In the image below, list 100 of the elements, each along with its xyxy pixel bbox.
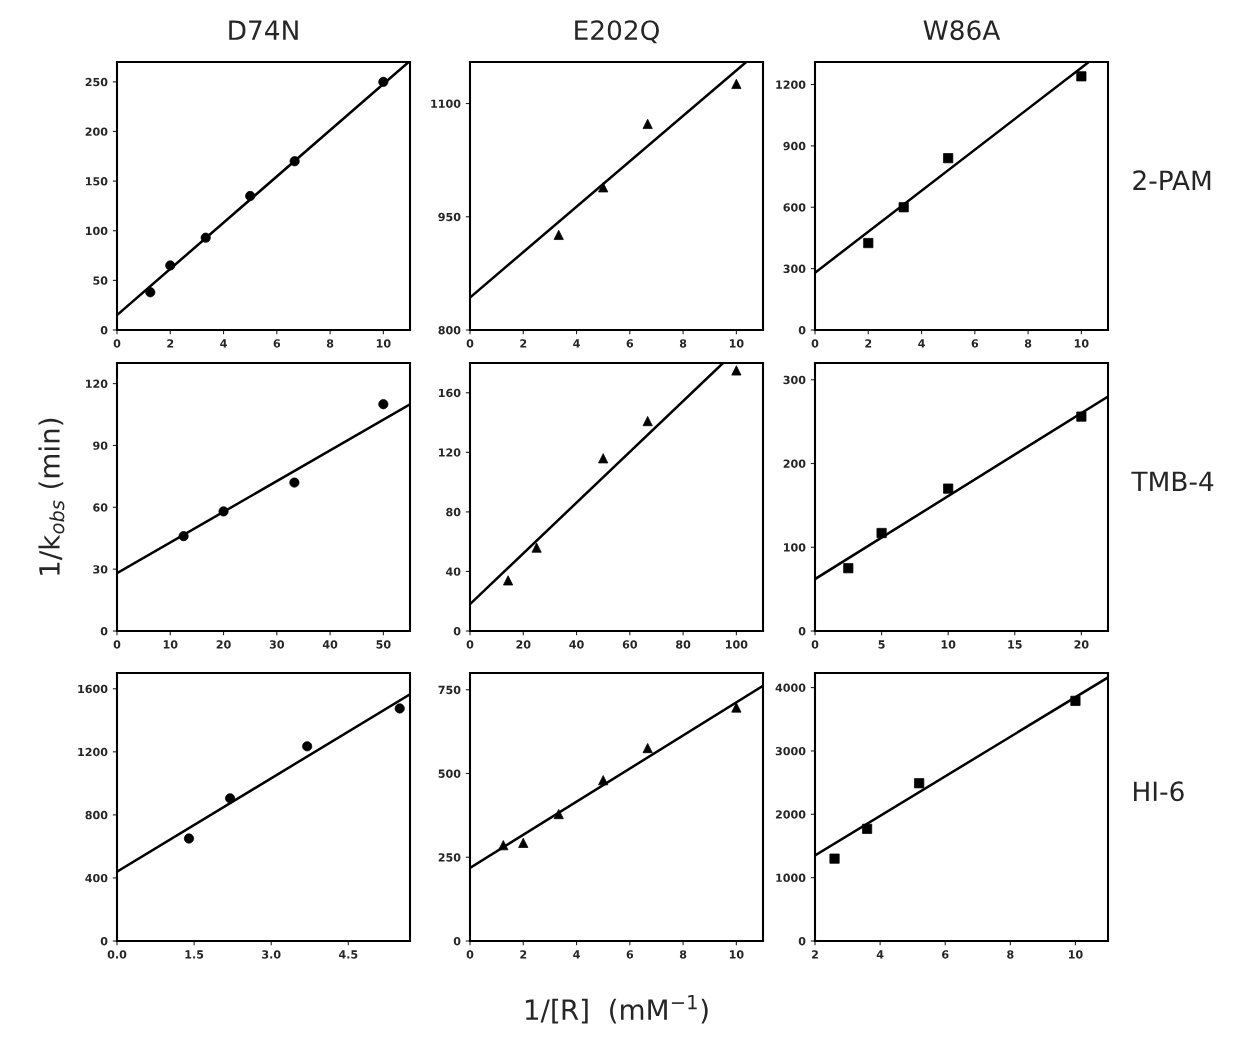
- y-tick-label: 80: [446, 507, 461, 517]
- x-tick-label: 0.0: [107, 950, 127, 959]
- y-tick-label: 120: [86, 379, 108, 388]
- y-tick-label: 1000: [776, 873, 806, 883]
- y-tick-label: 0: [798, 936, 806, 946]
- x-tick-label: 6: [626, 950, 634, 959]
- x-tick-label: 10: [1068, 950, 1083, 959]
- y-tick-label: 2000: [775, 810, 806, 819]
- chart-title: D74N: [229, 20, 298, 40]
- y-tick-label: 100: [86, 226, 108, 236]
- x-tick-label: 6: [626, 339, 634, 348]
- x-tick-label: 4: [876, 950, 884, 959]
- y-tick-label: 0: [453, 936, 461, 946]
- x-tick-label: 2: [865, 339, 872, 348]
- x-tick-label: 100: [726, 640, 748, 649]
- x-tick-label: 4.5: [338, 950, 358, 959]
- x-tick-label: 80: [676, 640, 691, 649]
- x-tick-label: 0: [466, 339, 474, 348]
- x-tick-label: 0: [466, 950, 474, 959]
- x-tick-label: 15: [1008, 640, 1022, 649]
- y-tick-label: 40: [446, 567, 461, 576]
- chart-title: E202Q: [575, 20, 659, 44]
- x-tick-label: 0: [811, 339, 819, 348]
- text: TMB-4: [1131, 471, 1214, 491]
- y-tick-label: 30: [93, 565, 108, 574]
- x-tick-label: 10: [1074, 339, 1089, 348]
- y-tick-label: 800: [438, 325, 461, 335]
- x-tick-label: 10: [729, 950, 744, 959]
- y-tick-label: 600: [783, 203, 806, 212]
- x-tick-label: 4: [918, 339, 925, 348]
- y-tick-label: 750: [438, 685, 461, 695]
- y-tick-label: 1200: [776, 80, 806, 89]
- x-tick-label: 10: [941, 640, 956, 649]
- y-tick-label: 150: [86, 177, 108, 186]
- x-tick-label: 3.0: [262, 950, 281, 959]
- x-tick-label: 6: [942, 950, 949, 959]
- x-tick-label: 4: [573, 339, 580, 348]
- x-tick-label: 4: [220, 339, 227, 348]
- x-tick-label: 8: [679, 950, 687, 959]
- y-tick-label: 0: [100, 626, 108, 636]
- x-tick-label: 1.5: [185, 950, 204, 959]
- x-tick-label: 60: [622, 640, 638, 649]
- y-tick-label: 250: [85, 77, 108, 87]
- x-tick-label: 10: [163, 640, 178, 649]
- x-tick-label: 5: [878, 640, 885, 649]
- y-axis-title: 1/k$_{obs}$ (min): [38, 418, 65, 575]
- y-tick-label: 1600: [78, 684, 108, 694]
- x-tick-label: 4: [573, 950, 580, 959]
- x-tick-label: 8: [326, 339, 334, 348]
- y-tick-label: 4000: [775, 683, 806, 692]
- y-tick-label: 200: [85, 127, 108, 136]
- x-tick-label: 6: [273, 339, 281, 348]
- y-tick-label: 250: [438, 853, 461, 862]
- x-tick-label: 6: [971, 339, 979, 348]
- y-tick-label: 50: [93, 276, 108, 285]
- x-tick-label: 40: [569, 640, 584, 649]
- x-tick-label: 2: [520, 339, 527, 348]
- x-tick-label: 8: [1007, 950, 1014, 959]
- y-tick-label: 1200: [78, 747, 108, 757]
- x-tick-label: 30: [269, 640, 285, 649]
- x-tick-label: 0: [113, 640, 121, 649]
- y-tick-label: 160: [439, 388, 461, 398]
- y-tick-label: 400: [85, 873, 108, 883]
- x-tick-label: 10: [376, 339, 391, 348]
- x-tick-label: 0: [113, 339, 121, 348]
- y-tick-label: 60: [93, 503, 108, 512]
- y-tick-label: 500: [438, 769, 461, 778]
- y-tick-label: 800: [85, 810, 108, 820]
- x-tick-label: 2: [167, 339, 174, 348]
- x-tick-label: 20: [516, 640, 531, 649]
- text: 2-PAM: [1133, 170, 1211, 190]
- x-tick-label: 8: [1024, 339, 1032, 348]
- x-tick-label: 20: [1074, 640, 1089, 649]
- text: HI-6: [1134, 781, 1184, 802]
- y-tick-label: 1100: [431, 99, 461, 108]
- y-tick-label: 0: [798, 325, 806, 335]
- chart-title: W86A: [923, 20, 1001, 41]
- x-tick-label: 8: [679, 339, 687, 348]
- x-tick-label: 2: [812, 950, 818, 959]
- y-tick-label: 950: [438, 212, 461, 222]
- x-tick-label: 20: [216, 640, 231, 649]
- x-tick-label: 0: [811, 640, 819, 649]
- x-tick-label: 40: [322, 640, 338, 649]
- x-tick-label: 0: [466, 640, 474, 649]
- y-tick-label: 0: [100, 325, 108, 335]
- y-tick-label: 120: [439, 448, 461, 457]
- y-tick-label: 300: [783, 264, 806, 274]
- y-tick-label: 200: [783, 459, 806, 468]
- y-tick-label: 900: [783, 141, 806, 151]
- y-tick-label: 0: [453, 626, 461, 636]
- x-tick-label: 2: [520, 950, 527, 959]
- y-tick-label: 300: [783, 375, 806, 385]
- y-tick-label: 90: [93, 441, 108, 450]
- y-tick-label: 100: [784, 543, 806, 552]
- y-tick-label: 0: [100, 936, 108, 946]
- y-tick-label: 3000: [775, 746, 806, 756]
- x-tick-label: 50: [376, 640, 391, 649]
- x-tick-label: 10: [729, 339, 744, 348]
- y-tick-label: 0: [798, 626, 806, 636]
- x-axis-title: 1/[R] (mM$^{−1}$): [525, 995, 708, 1024]
